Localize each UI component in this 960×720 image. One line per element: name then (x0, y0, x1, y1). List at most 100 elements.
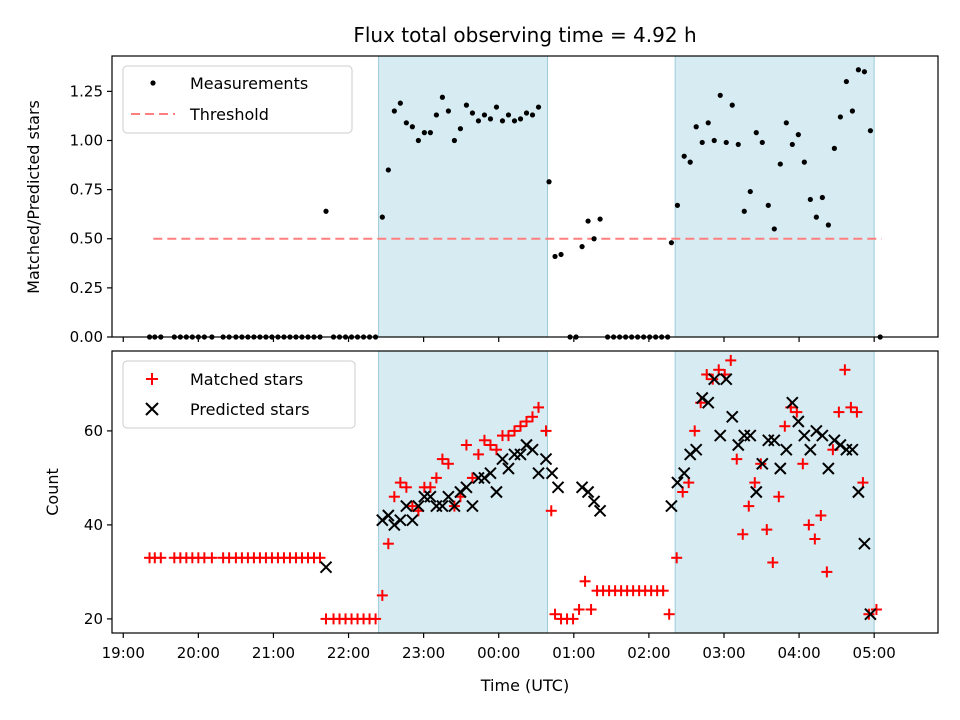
measurement-point-104 (795, 132, 801, 138)
matched-point-112 (833, 406, 845, 418)
xtick-label-4: 23:00 (402, 644, 445, 662)
matched-point-54 (484, 439, 496, 451)
measurement-point-63 (546, 179, 552, 185)
predicted-point-6 (406, 513, 419, 527)
measurement-point-61 (529, 112, 536, 118)
predicted-point-29 (545, 466, 559, 480)
measurement-point-105 (801, 159, 807, 165)
top-legend: Measurements Threshold (122, 65, 353, 134)
predicted-point-44 (720, 372, 733, 386)
predicted-point-7 (412, 499, 425, 513)
measurement-point-98 (759, 139, 765, 146)
predicted-point-22 (502, 462, 515, 475)
measurement-point-111 (837, 114, 843, 120)
measurement-point-96 (747, 188, 753, 195)
matched-point-106 (797, 458, 809, 470)
xtick-label-9: 04:00 (777, 644, 820, 662)
matched-point-114 (845, 401, 857, 413)
predicted-point-66 (852, 485, 865, 499)
predicted-point-55 (786, 396, 799, 409)
legend-measurements-label: Measurements (190, 74, 308, 93)
xtick-label-5: 00:00 (477, 644, 520, 662)
observing-windows-bottom (378, 350, 875, 634)
measurement-point-103 (789, 141, 795, 148)
bottom-y-axis-label: Count (43, 468, 62, 516)
predicted-point-58 (804, 443, 817, 456)
predicted-point-11 (436, 499, 449, 513)
predicted-point-53 (774, 462, 787, 475)
predicted-point-12 (442, 490, 455, 503)
predicted-star-markers (319, 372, 877, 621)
measurement-point-36 (379, 214, 385, 220)
bottom-x-ticks: 19:00 20:00 21:00 22:00 23:00 00:00 01:00 02:00… (102, 633, 896, 662)
measurement-point-102 (783, 120, 789, 126)
matched-point-100 (761, 524, 773, 536)
bottom-ytick-label-2: 60 (84, 422, 103, 440)
matched-point-59 (514, 420, 526, 432)
matched-point-99 (755, 458, 767, 470)
measurement-point-110 (831, 145, 837, 151)
predicted-point-61 (822, 462, 835, 475)
measurement-point-50 (463, 102, 470, 108)
predicted-point-48 (744, 429, 757, 442)
predicted-point-46 (732, 438, 745, 452)
legend-predicted-marker (145, 402, 159, 416)
matched-point-40 (400, 481, 412, 493)
top-x-ticks (122, 337, 875, 342)
matched-star-markers (144, 354, 882, 625)
measurement-point-46 (439, 94, 445, 100)
legend-matched-marker (146, 373, 158, 385)
observing-window-2 (674, 350, 875, 634)
measurement-point-113 (849, 108, 855, 114)
matched-point-115 (851, 406, 863, 418)
top-ytick-label-4: 1.00 (70, 131, 103, 149)
xtick-label-1: 20:00 (177, 644, 220, 662)
measurement-point-71 (597, 216, 603, 222)
matched-point-63 (540, 425, 552, 437)
measurement-point-39 (397, 100, 403, 106)
matched-point-37 (382, 538, 394, 550)
measurement-point-62 (535, 104, 542, 110)
matched-point-103 (779, 420, 791, 432)
matched-point-52 (472, 448, 484, 460)
predicted-point-34 (593, 504, 607, 518)
predicted-point-28 (539, 452, 553, 466)
matched-point-50 (460, 439, 472, 451)
matched-point-98 (749, 477, 761, 489)
matched-point-70 (579, 575, 591, 587)
predicted-point-39 (690, 443, 703, 456)
predicted-point-0 (319, 560, 333, 574)
measurement-point-90 (711, 137, 717, 144)
predicted-point-30 (551, 481, 565, 494)
predicted-point-50 (756, 457, 769, 471)
bottom-legend-box (122, 360, 356, 429)
predicted-point-41 (702, 396, 715, 409)
matched-point-46 (436, 453, 448, 465)
matched-point-39 (394, 477, 406, 489)
matched-point-107 (803, 519, 815, 531)
predicted-point-4 (394, 513, 407, 527)
measurement-point-48 (451, 137, 458, 144)
matched-point-69 (573, 604, 585, 615)
measurement-point-65 (558, 251, 564, 258)
predicted-point-19 (484, 466, 497, 480)
matched-point-51 (466, 472, 478, 484)
matched-point-117 (863, 608, 875, 620)
measurement-point-99 (765, 202, 771, 208)
matched-point-58 (508, 425, 520, 437)
matched-point-109 (815, 510, 827, 521)
x-axis-label: Time (UTC) (480, 676, 569, 695)
measurement-point-59 (517, 116, 524, 122)
measurement-point-107 (813, 214, 819, 220)
xtick-label-10: 05:00 (853, 644, 896, 662)
predicted-point-54 (780, 443, 793, 456)
xtick-label-6: 01:00 (552, 644, 595, 662)
measurement-point-93 (729, 102, 735, 108)
predicted-point-52 (768, 434, 781, 447)
predicted-point-57 (798, 429, 811, 442)
measurement-point-37 (385, 167, 391, 173)
measurement-point-51 (469, 110, 476, 116)
matched-point-2 (155, 552, 167, 564)
measurement-point-85 (681, 153, 687, 159)
